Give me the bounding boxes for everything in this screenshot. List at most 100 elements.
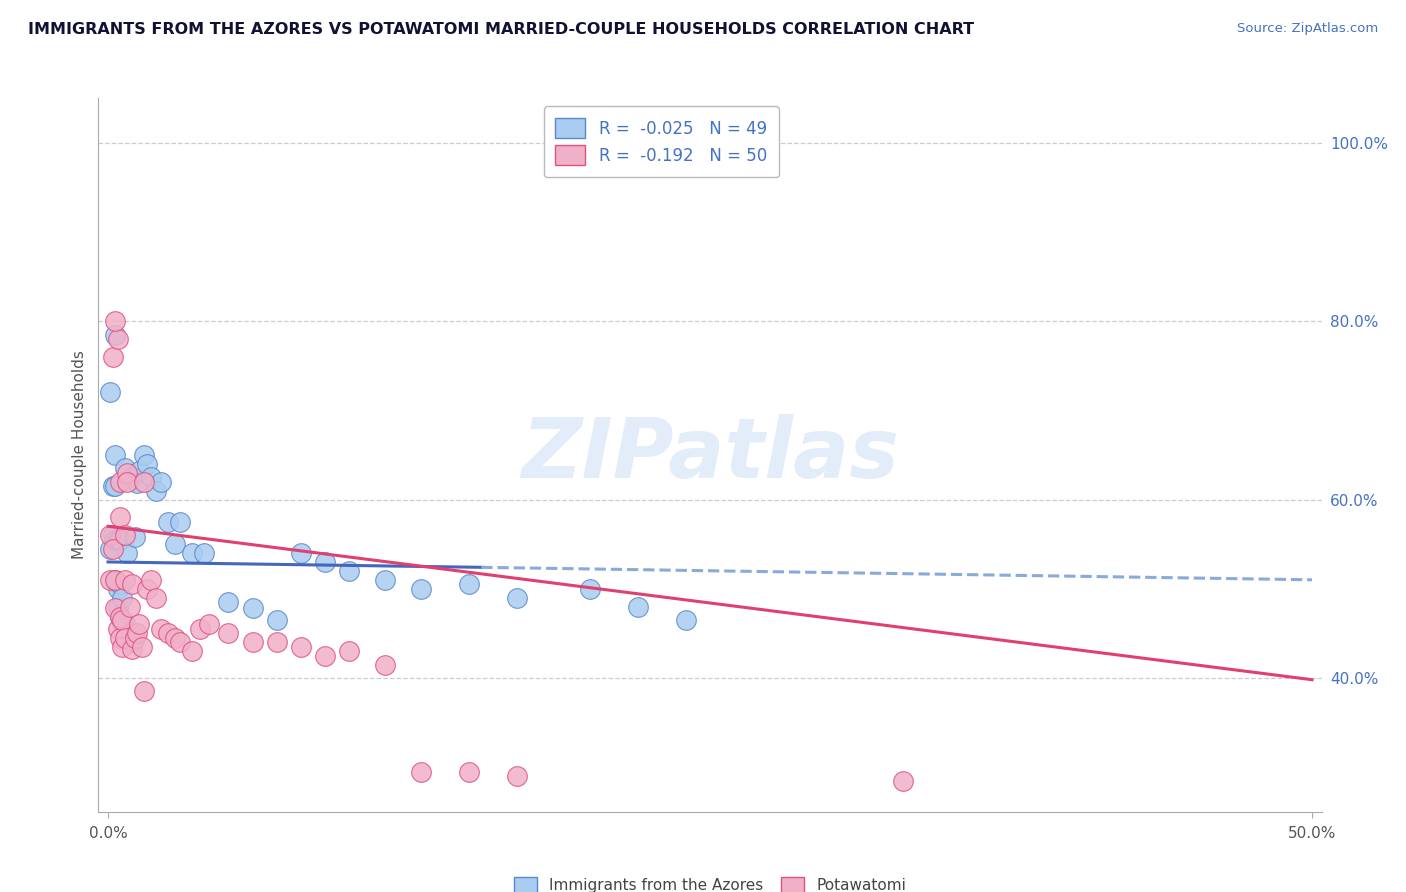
Point (145, 483, 167, 498)
Point (290, 546, 312, 560)
Point (101, 479, 124, 493)
Point (125, 626, 148, 640)
Text: Source: ZipAtlas.com: Source: ZipAtlas.com (1237, 22, 1378, 36)
Point (128, 617, 150, 632)
Point (117, 546, 139, 560)
Point (217, 626, 239, 640)
Point (117, 475, 139, 489)
Point (165, 631, 187, 645)
Point (125, 476, 148, 491)
Point (337, 644, 360, 658)
Y-axis label: Married-couple Households: Married-couple Households (72, 351, 87, 559)
Point (409, 764, 432, 779)
Point (108, 631, 131, 645)
Point (104, 479, 127, 493)
Point (134, 448, 156, 462)
Point (100, 528, 122, 542)
Point (193, 546, 215, 560)
Point (114, 573, 136, 587)
Point (101, 541, 124, 556)
Point (165, 537, 187, 551)
Point (108, 510, 131, 524)
Point (104, 314, 127, 328)
Point (124, 631, 146, 645)
Point (188, 622, 211, 636)
Point (150, 475, 173, 489)
Point (145, 591, 167, 605)
Point (111, 615, 134, 630)
Point (157, 626, 180, 640)
Point (157, 515, 180, 529)
Point (217, 595, 239, 609)
Point (101, 528, 124, 542)
Point (314, 555, 336, 569)
Point (104, 533, 127, 547)
Point (100, 541, 122, 556)
Point (104, 573, 127, 587)
Point (169, 515, 191, 529)
Point (134, 475, 156, 489)
Point (114, 631, 136, 645)
Point (118, 626, 141, 640)
Text: ZIPatlas: ZIPatlas (522, 415, 898, 495)
Point (111, 613, 134, 627)
Point (121, 635, 143, 649)
Point (117, 466, 139, 480)
Point (107, 622, 129, 636)
Point (128, 464, 150, 478)
Point (104, 448, 127, 462)
Point (290, 640, 312, 654)
Point (124, 530, 146, 544)
Point (135, 457, 157, 471)
Point (134, 684, 156, 698)
Point (100, 385, 122, 400)
Point (100, 573, 122, 587)
Point (266, 635, 288, 649)
Point (114, 461, 136, 475)
Text: IMMIGRANTS FROM THE AZORES VS POTAWATOMI MARRIED-COUPLE HOUSEHOLDS CORRELATION C: IMMIGRANTS FROM THE AZORES VS POTAWATOMI… (28, 22, 974, 37)
Point (121, 470, 143, 484)
Point (121, 577, 143, 591)
Point (111, 591, 134, 605)
Point (141, 470, 163, 484)
Point (107, 582, 129, 596)
Point (108, 475, 131, 489)
Point (409, 582, 432, 596)
Point (198, 617, 221, 632)
Point (104, 601, 127, 615)
Point (114, 615, 136, 630)
Point (108, 577, 131, 591)
Point (242, 601, 264, 615)
Legend: Immigrants from the Azores, Potawatomi: Immigrants from the Azores, Potawatomi (506, 870, 914, 892)
Point (150, 622, 173, 636)
Point (104, 327, 127, 342)
Point (135, 582, 157, 596)
Point (111, 640, 134, 654)
Point (121, 642, 143, 657)
Point (374, 573, 396, 587)
Point (101, 350, 124, 364)
Point (181, 644, 204, 658)
Point (506, 591, 529, 605)
Point (131, 640, 153, 654)
Point (891, 773, 914, 788)
Point (104, 573, 127, 587)
Point (374, 657, 396, 672)
Point (337, 564, 360, 578)
Point (266, 613, 288, 627)
Point (141, 573, 163, 587)
Point (578, 582, 600, 596)
Point (107, 332, 129, 346)
Point (107, 533, 129, 547)
Point (108, 610, 131, 624)
Point (114, 528, 136, 542)
Point (506, 769, 529, 783)
Point (458, 577, 481, 591)
Point (108, 610, 131, 624)
Point (314, 648, 336, 663)
Point (242, 635, 264, 649)
Point (181, 546, 204, 560)
Point (675, 613, 697, 627)
Point (627, 599, 650, 614)
Point (458, 764, 481, 779)
